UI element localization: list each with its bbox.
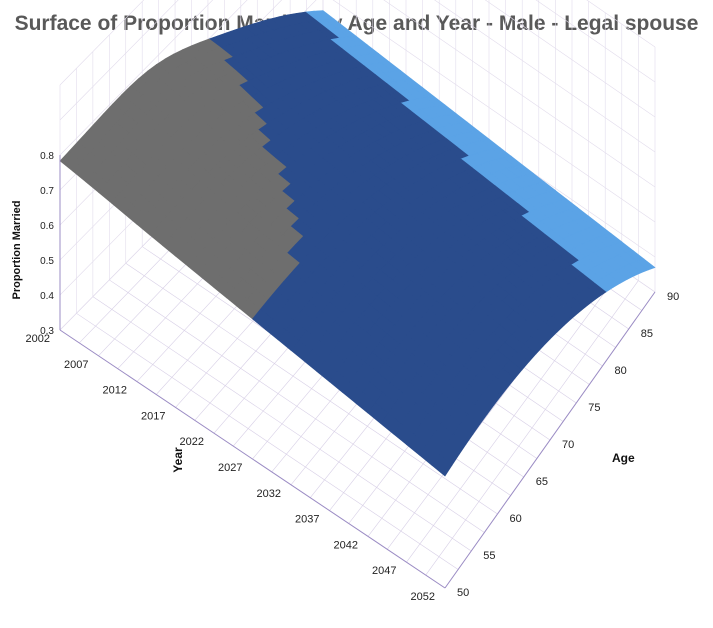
z-tick-label: 0.4 <box>40 291 54 302</box>
z-tick-label: 0.5 <box>40 256 54 267</box>
wall-grid-line <box>59 0 656 156</box>
year-tick-label: 2002 <box>26 333 50 345</box>
year-tick-label: 2012 <box>103 385 127 397</box>
age-tick-label: 60 <box>510 513 522 525</box>
age-tick-label: 55 <box>483 550 495 562</box>
floor-grid-line <box>109 279 485 533</box>
floor-grid-line <box>92 296 472 552</box>
year-tick-label: 2027 <box>218 462 242 474</box>
age-tick-label: 80 <box>615 365 627 377</box>
wall-grid-line <box>59 0 656 121</box>
year-tick-label: 2032 <box>257 488 281 500</box>
z-axis-title: Proportion Married <box>11 200 23 299</box>
z-tick-label: 0.7 <box>40 186 54 197</box>
year-tick-label: 2037 <box>295 514 319 526</box>
z-tick-label: 0.3 <box>40 326 54 337</box>
year-tick-label: 2017 <box>141 410 165 422</box>
year-tick-label: 2052 <box>411 591 435 603</box>
age-tick-label: 50 <box>457 587 469 599</box>
tick-labels: 2002 2007 2012 2017 2022 2027 2032 2037 2042 2047… <box>11 151 679 603</box>
age-tick-label: 90 <box>667 291 679 303</box>
year-tick-label: 2047 <box>372 565 396 577</box>
age-axis-title: Age <box>612 451 635 465</box>
age-tick-label: 65 <box>536 476 548 488</box>
year-axis-title: Year <box>171 447 185 473</box>
surface-plot <box>59 10 656 477</box>
age-axis-line <box>444 291 656 589</box>
axes <box>59 155 656 589</box>
z-tick-label: 0.8 <box>40 151 54 162</box>
year-tick-label: 2042 <box>334 539 358 551</box>
year-tick-label: 2022 <box>180 436 204 448</box>
age-tick-label: 75 <box>588 402 600 414</box>
age-tick-label: 85 <box>641 328 653 340</box>
z-tick-label: 0.6 <box>40 221 54 232</box>
year-tick-label: 2007 <box>64 359 88 371</box>
floor-grid-line <box>125 263 498 515</box>
age-tick-label: 70 <box>562 439 574 451</box>
year-axis-line <box>59 329 446 589</box>
floor-grid-line <box>76 313 459 570</box>
surface-patch <box>431 454 453 477</box>
